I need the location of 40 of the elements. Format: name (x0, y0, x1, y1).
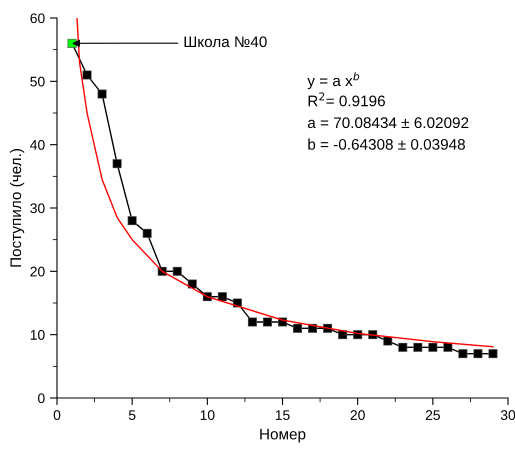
y-tick-label: 20 (30, 266, 45, 277)
x-tick-label: 10 (200, 410, 215, 420)
x-tick-label: 30 (500, 410, 515, 420)
point (458, 349, 468, 358)
y-tick-label: 40 (30, 140, 45, 150)
point (383, 336, 392, 346)
y-axis-title: Поступило (чел.) (10, 149, 24, 267)
x-tick-label: 5 (128, 410, 136, 420)
y-tick-label: 10 (30, 330, 45, 340)
point (413, 342, 422, 352)
annotation: R$^{2}$= 0.9196 (308, 92, 385, 106)
point (428, 342, 438, 352)
point (473, 349, 482, 358)
y-tick-label: 60 (30, 13, 45, 24)
y-tick-label: 30 (30, 203, 45, 214)
point (218, 292, 227, 302)
annotation: Школа №40 (184, 36, 267, 48)
y-tick-label: 0 (38, 393, 45, 404)
point (248, 317, 257, 327)
x-tick-label: 25 (426, 410, 440, 420)
point (293, 324, 302, 333)
point (128, 216, 137, 226)
x-tick-label: 20 (350, 410, 365, 420)
annotation: b = -0.64308 ± 0.03948 (308, 138, 465, 150)
x-tick-label: 15 (276, 410, 290, 420)
point (82, 70, 92, 80)
point (488, 349, 498, 358)
x-tick-label: 0 (54, 410, 60, 420)
point (98, 89, 107, 99)
point (112, 159, 122, 168)
point (188, 279, 197, 289)
point (262, 317, 272, 327)
point (398, 342, 408, 352)
point (172, 266, 182, 276)
x-axis-title: Номер (260, 428, 306, 443)
annotation: y = a x$^{b}$ (307, 72, 360, 90)
point (443, 342, 452, 352)
y-tick-label: 50 (30, 76, 45, 87)
annotation: a = 70.08434 ± 6.02092 (308, 117, 468, 128)
point (142, 228, 152, 238)
